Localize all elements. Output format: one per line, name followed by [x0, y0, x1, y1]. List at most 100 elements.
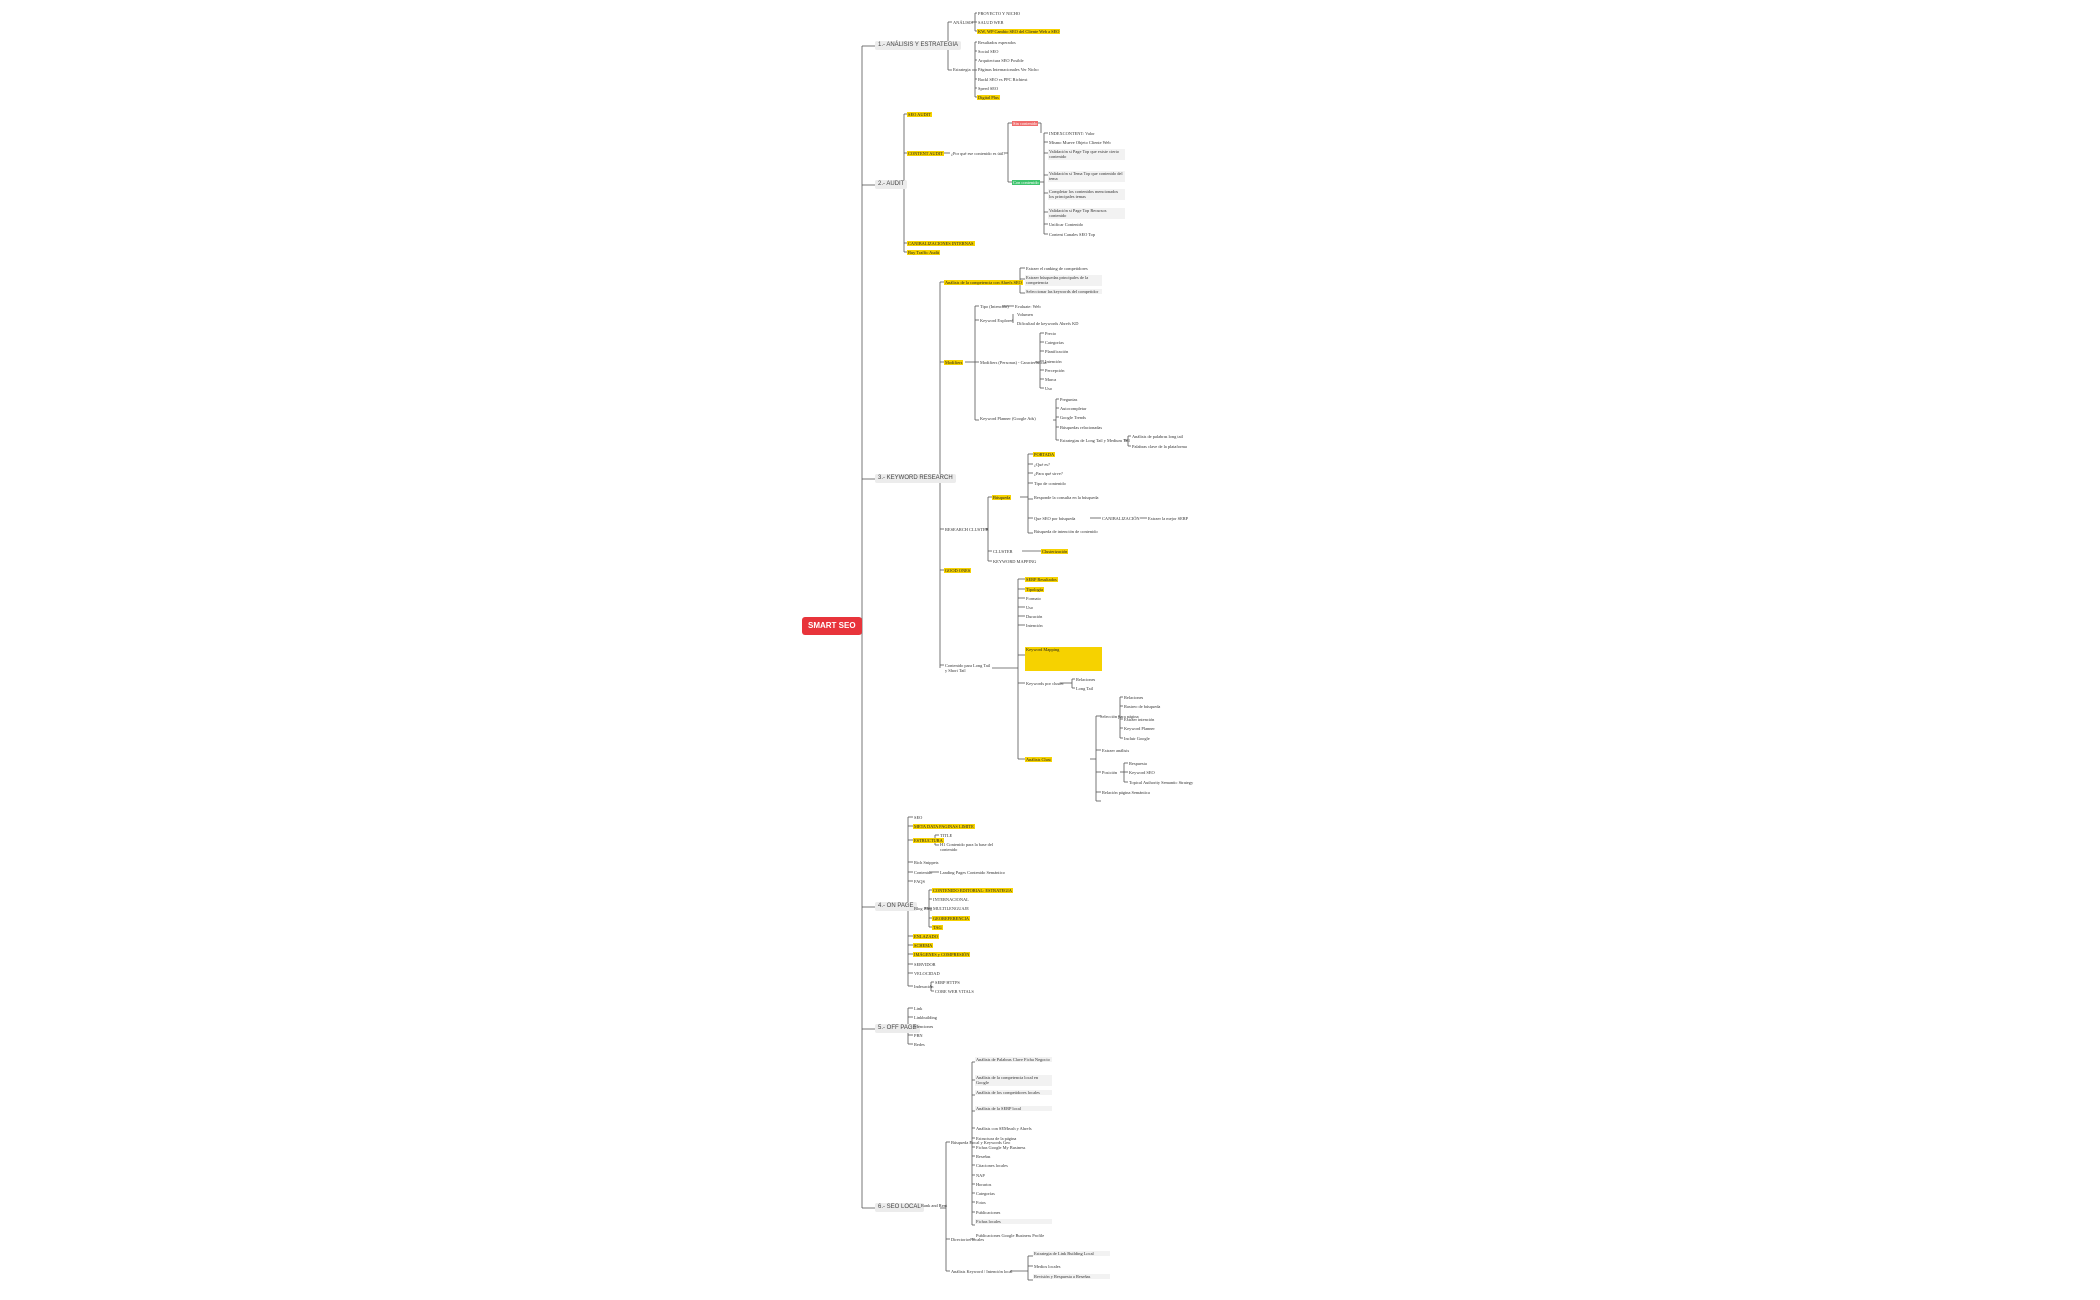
node-schema[interactable]: SCHEMA — [913, 943, 934, 949]
node-relaciones[interactable]: Relaciones — [1124, 695, 1144, 700]
tag-sin-contenido[interactable]: Sin contenido — [1012, 121, 1039, 127]
node-busqueda-intencion[interactable]: Búsqueda de intención de contenido — [1034, 529, 1098, 534]
node-rastreo[interactable]: Rastreo de búsqueda — [1124, 704, 1161, 709]
node-local-3[interactable]: Análisis de los competidores locales — [975, 1090, 1052, 1096]
node-seleccionar[interactable]: Seleccionar las keywords del competidor — [1025, 289, 1102, 295]
node-landing[interactable]: Landing Pages Contenido Semántico — [940, 870, 1005, 875]
node-kw-cluster[interactable]: Keywords por cluster — [1026, 681, 1064, 686]
node-meta-data[interactable]: META DATA PAGINAS LIMITE — [913, 824, 975, 830]
node-uso[interactable]: Uso — [1045, 386, 1053, 391]
node-menciones[interactable]: Menciones — [914, 1024, 934, 1029]
node-h1[interactable]: H1 Contenido para la base del contenido — [940, 842, 994, 853]
node-velocidad[interactable]: VELOCIDAD — [914, 971, 940, 976]
node-backlinks[interactable]: Posición — [1102, 770, 1118, 775]
node-kw-cambio[interactable]: KW, WP Cambio SEO del Cliente Web a SEO — [977, 29, 1061, 35]
node-validacion-3[interactable]: Validación si Page Top Recursos contenid… — [1048, 208, 1125, 219]
node-extraer-intencion[interactable]: Extraer intención — [1124, 717, 1155, 722]
node-georeferencia[interactable]: GEOREFERENCIA — [932, 916, 971, 922]
node-completar[interactable]: Completar los contenidos mencionados los… — [1048, 189, 1125, 200]
node-rich-snippets[interactable]: Rich Snippets — [914, 860, 939, 865]
node-servidor[interactable]: SERVIDOR — [914, 962, 936, 967]
node-unificar[interactable]: Unificar Contenido — [1049, 222, 1084, 227]
node-local-8[interactable]: Reseñas — [976, 1154, 991, 1159]
node-contenido-long[interactable]: Contenido para Long Tail y Short Tail — [945, 663, 991, 674]
node-local-horarios[interactable]: Horarios — [976, 1182, 992, 1187]
node-indexcontent[interactable]: INDEXCONTENT: Valor — [1049, 131, 1095, 136]
section-keyword-research[interactable]: 3.- KEYWORD RESEARCH — [875, 474, 956, 484]
node-extraer-ranking[interactable]: Extraer el ranking de competidores — [1026, 266, 1088, 271]
node-local-resenas[interactable]: Revisión y Respuesta a Reseñas — [1033, 1274, 1110, 1280]
node-long-tail-2[interactable]: Long Tail — [1076, 686, 1094, 691]
node-respuesta[interactable]: Keyword SEO — [1129, 770, 1155, 775]
node-title[interactable]: TITLE — [940, 833, 953, 838]
node-analisis-long[interactable]: Análisis de palabras long tail — [1132, 434, 1183, 439]
node-incluir-google[interactable]: Incluir Google — [1124, 736, 1150, 741]
node-content-audit[interactable]: CONTENT AUDIT — [907, 151, 944, 157]
node-local-2[interactable]: Análisis de la competencia local en Goog… — [975, 1075, 1052, 1086]
node-serp-resultados[interactable]: SERP Resultados — [1025, 577, 1058, 583]
node-rank-rent[interactable]: Rank and Rent — [921, 1203, 948, 1208]
node-salud-web[interactable]: SALUD WEB — [978, 20, 1004, 25]
node-pbn[interactable]: PBN — [914, 1033, 923, 1038]
node-digital-plus[interactable]: Digital Plus — [977, 95, 1000, 101]
node-redes[interactable]: Redes — [914, 1042, 925, 1047]
node-para-que[interactable]: ¿Para qué sirve? — [1034, 471, 1063, 476]
node-estructura[interactable]: ESTRUCTURA — [913, 838, 944, 844]
node-extraer-analisis[interactable]: Extraer análisis — [1102, 748, 1130, 753]
node-palabras-plataforma[interactable]: Palabras clave de la plataforma — [1132, 444, 1187, 449]
section-audit[interactable]: 2.- AUDIT — [875, 180, 908, 190]
node-categorias[interactable]: Categorías — [1045, 340, 1064, 345]
node-contenido-editorial[interactable]: CONTENIDO EDITORIAL: ESTRATEGIA — [932, 888, 1013, 894]
node-buy-traffic[interactable]: Buy Traffic Audit — [907, 250, 941, 256]
node-scrapeo[interactable]: Relaciones — [1076, 677, 1096, 682]
section-seo-local[interactable]: 6.- SEO LOCAL — [875, 1203, 924, 1213]
node-canibalizaciones[interactable]: CANIBALIZACIONES INTERNAS — [907, 241, 975, 247]
node-formato[interactable]: Formato — [1026, 596, 1041, 601]
node-duracion[interactable]: Duración — [1026, 614, 1043, 619]
node-local-9[interactable]: Citaciones locales — [976, 1163, 1008, 1168]
node-local-nap[interactable]: NAP — [976, 1173, 985, 1178]
node-planificacion[interactable]: Planificación — [1045, 349, 1069, 354]
node-local-link[interactable]: Estrategia de Link Building Local — [1033, 1251, 1110, 1257]
node-local-categorias[interactable]: Categorías — [976, 1191, 995, 1196]
node-social-seo[interactable]: Social SEO — [978, 49, 999, 54]
node-extraer-serp[interactable]: Extraer la mejor SERP — [1148, 516, 1189, 521]
node-responde[interactable]: Responde la consulta en la búsqueda — [1034, 495, 1099, 500]
node-keyword-planner[interactable]: Keyword Planner (Google Ads) — [980, 416, 1036, 421]
node-local-4[interactable]: Análisis de la SERP local — [975, 1106, 1052, 1112]
node-volumen[interactable]: Volumen — [1017, 312, 1033, 317]
node-local-1[interactable]: Análisis de Palabras Clave Ficha Negocio — [975, 1057, 1052, 1063]
node-local-6[interactable]: Estructura de la página — [976, 1136, 1017, 1141]
node-local-7[interactable]: Fichas Google My Business — [976, 1145, 1026, 1150]
node-google-trends[interactable]: Google Trends — [1060, 415, 1086, 420]
section-off-page[interactable]: 5.- OFF PAGE — [875, 1024, 920, 1034]
node-keyword-explorer[interactable]: Keyword Explorer — [980, 318, 1013, 323]
node-keyword-mapping-hl[interactable]: Keyword Mapping — [1025, 647, 1102, 671]
node-cluster[interactable]: CLUSTER — [993, 549, 1013, 554]
node-evaluate[interactable]: Evaluate: Web — [1015, 304, 1041, 309]
node-proyecto[interactable]: PROYECTO Y NICHO — [978, 11, 1021, 16]
node-local-5[interactable]: Análisis con SEMrush y Ahrefs — [976, 1126, 1032, 1131]
node-enlazado[interactable]: ENLAZADO — [913, 934, 939, 940]
node-dificultad[interactable]: Dificultad de keywords Ahrefs KD — [1017, 321, 1079, 326]
node-que-es[interactable]: ¿Qué es? — [1034, 462, 1050, 467]
node-seo[interactable]: SEO — [914, 815, 923, 820]
node-busqueda[interactable]: Búsqueda — [992, 495, 1012, 501]
node-keyword-planner-2[interactable]: Keyword Planner — [1124, 726, 1155, 731]
node-content-canales[interactable]: Content Canales SEO Top — [1049, 232, 1096, 237]
node-contenido[interactable]: Contenido — [914, 870, 933, 875]
node-local-gbp[interactable]: Publicaciones Google Business Profile — [976, 1233, 1045, 1238]
node-imagenes[interactable]: IMÁGENES y COMPRESIÓN — [913, 952, 971, 958]
node-speed-seo[interactable]: Speed SEO — [978, 86, 999, 91]
node-long-tail[interactable]: Estrategias de Long Tail y Medium Tail — [1060, 438, 1130, 443]
node-topical-authority[interactable]: Análisis Clust — [1025, 757, 1052, 763]
node-analisis-clust[interactable]: Selección para página — [1100, 714, 1139, 719]
node-internacional[interactable]: INTERNACIONAL — [933, 897, 969, 902]
node-keyword-mapping[interactable]: KEYWORD MAPPING — [993, 559, 1037, 564]
node-faqs[interactable]: FAQS — [914, 879, 925, 884]
node-validacion-2[interactable]: Validación si Tema Top que contenido del… — [1048, 171, 1125, 182]
node-intencion[interactable]: Intención — [1045, 359, 1062, 364]
node-canibalizacion[interactable]: CANIBALIZACIÓN — [1102, 516, 1140, 521]
node-percepcion[interactable]: Percepción — [1045, 368, 1065, 373]
node-busquedas-rel[interactable]: Búsquedas relacionadas — [1060, 425, 1103, 430]
